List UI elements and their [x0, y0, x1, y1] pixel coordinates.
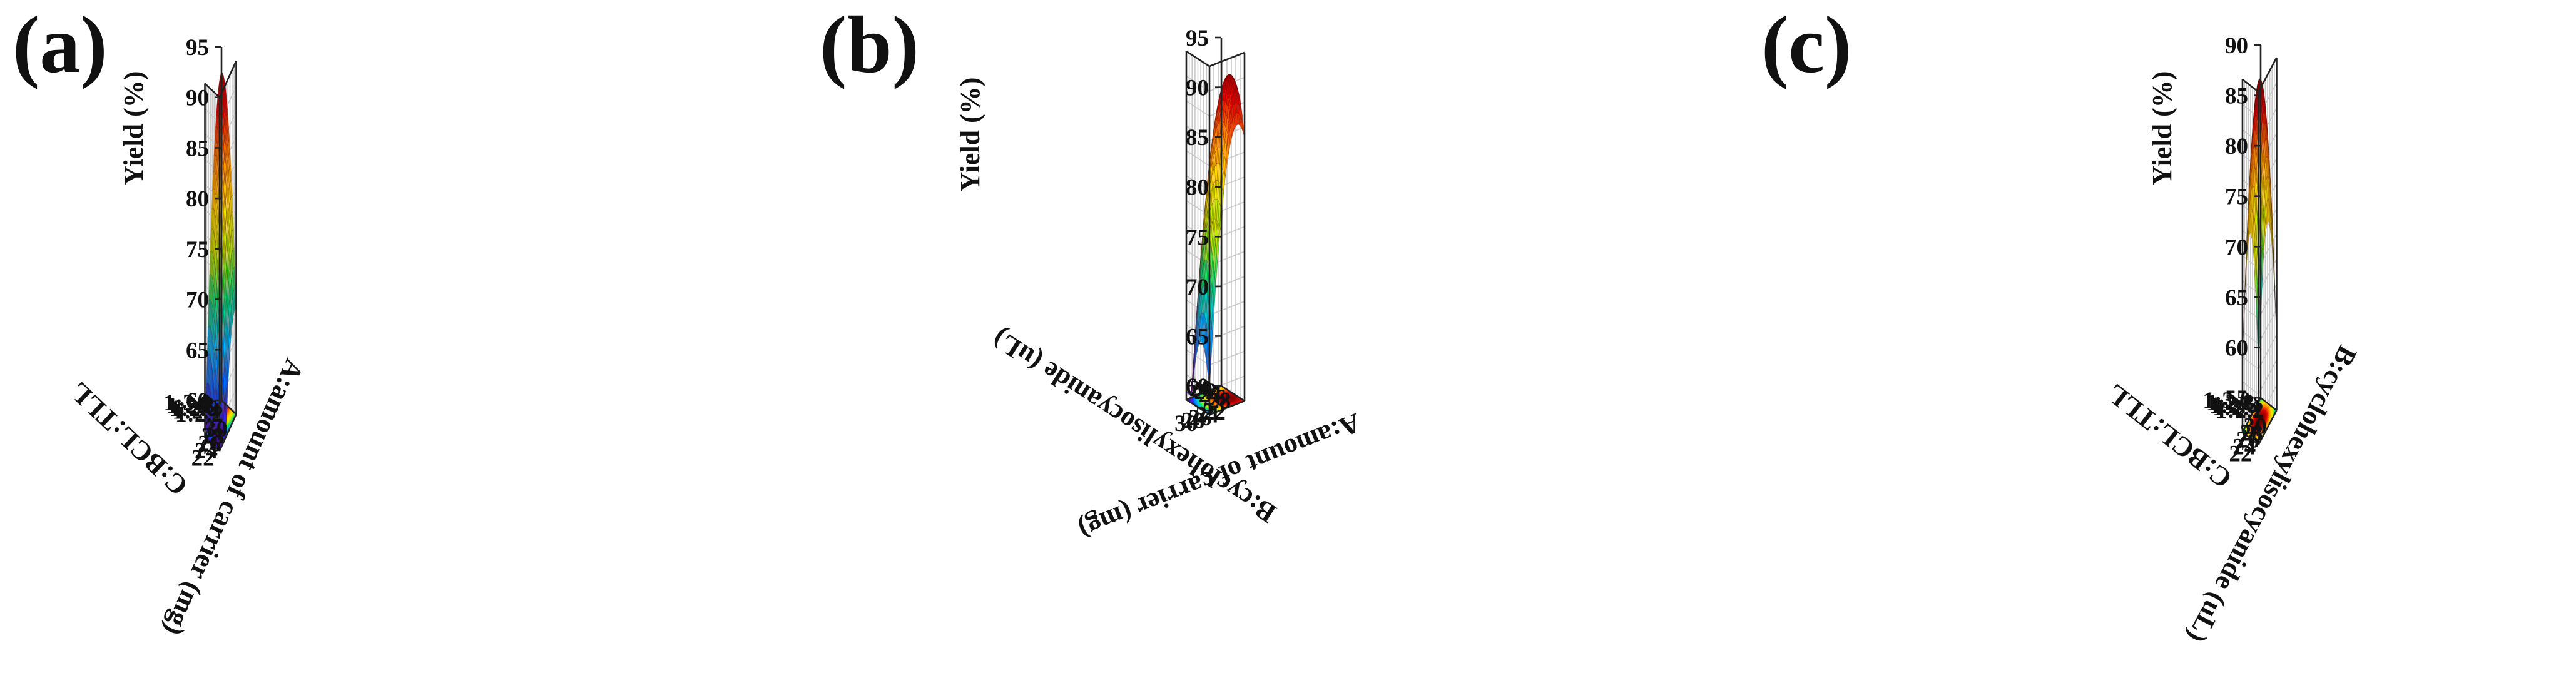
z-tick-label: 75 [2225, 185, 2248, 210]
response-surface [2242, 78, 2277, 377]
axis-box [204, 47, 237, 452]
z-tick-label: 75 [1186, 225, 1209, 250]
z-tick-label: 95 [186, 35, 209, 61]
y-tick-label: 1:3.0 [163, 390, 211, 416]
y-tick-label: 1:2.6 [170, 396, 218, 422]
panel-b: 606570758085909522242628302022242628(b)Y… [820, 0, 1365, 545]
y-tick-label: 1:2.4 [2212, 395, 2261, 421]
z-tick-label: 60 [2225, 335, 2248, 361]
x-tick-label: 30 [1174, 411, 1198, 437]
z-tick-label: 55 [2225, 386, 2248, 412]
z-tick-label: 70 [186, 288, 209, 313]
z-tick-label: 90 [186, 86, 209, 111]
y-tick-label: 20 [1189, 376, 1213, 402]
y-tick-label: 1:2.2 [175, 402, 223, 427]
y-tick-label: 28 [1208, 388, 1231, 414]
x-tick-label: 22 [2229, 442, 2252, 467]
axis-box [1185, 38, 1246, 416]
x-tick-label: 26 [198, 431, 221, 457]
z-tick-label: 80 [186, 186, 209, 212]
axis-box [2241, 45, 2278, 446]
y-tick-label: 1:3.0 [2202, 388, 2251, 413]
x-tick-label: 28 [2240, 421, 2263, 447]
x-tick-label: 26 [2236, 428, 2259, 453]
x-tick-label: 26 [1189, 405, 1212, 431]
y-tick-label: 24 [1199, 382, 1222, 408]
z-tick-label: 70 [2225, 235, 2248, 260]
panel-label: (a) [13, 0, 108, 90]
z-tick-label: 80 [1186, 175, 1209, 201]
z-tick-label: 85 [186, 136, 209, 161]
x-tick-label: 30 [2244, 414, 2267, 440]
y-tick-label: 1:2.4 [172, 399, 220, 425]
y-tick-label: 1:2.6 [2209, 393, 2258, 418]
y-tick-label: 26 [1203, 385, 1226, 411]
z-tick-label: 65 [2225, 285, 2248, 311]
z-tick-label: 80 [2225, 134, 2248, 159]
x-tick-label: 28 [201, 424, 225, 450]
z-tick-label: 75 [186, 237, 209, 263]
x-tick-label: 24 [2232, 435, 2256, 460]
x-tick-label: 24 [195, 438, 218, 464]
y-tick-label: 1:2.2 [2216, 398, 2264, 423]
z-axis-label: Yield (%) [118, 71, 149, 186]
z-tick-label: 90 [1186, 76, 1209, 101]
x-tick-label: 28 [1181, 408, 1204, 433]
z-tick-label: 60 [1186, 374, 1209, 400]
y-tick-label: 1:2.8 [166, 393, 215, 419]
x-tick-label: 22 [191, 446, 215, 472]
z-tick-label: 65 [1186, 324, 1209, 350]
z-tick-label: 65 [186, 338, 209, 363]
x-tick-label: 22 [1203, 400, 1226, 425]
x-tick-label: 30 [205, 417, 228, 442]
contour-floor [2242, 397, 2278, 445]
response-surface [205, 72, 237, 445]
z-axis-label: Yield (%) [2147, 71, 2177, 186]
panel-label: (c) [1761, 0, 1851, 90]
z-tick-label: 85 [1186, 125, 1209, 151]
z-tick-label: 85 [2225, 84, 2248, 109]
z-axis-label: Yield (%) [955, 78, 985, 192]
z-tick-label: 95 [1186, 26, 1209, 51]
x-tick-label: 24 [1196, 403, 1219, 428]
z-tick-label: 70 [1186, 275, 1209, 300]
y-tick-label: 22 [1194, 379, 1217, 405]
z-tick-label: 60 [186, 388, 209, 414]
z-tick-label: 90 [2225, 33, 2248, 59]
panel-label: (b) [820, 0, 919, 90]
y-tick-label: 1:2.8 [2206, 390, 2254, 416]
